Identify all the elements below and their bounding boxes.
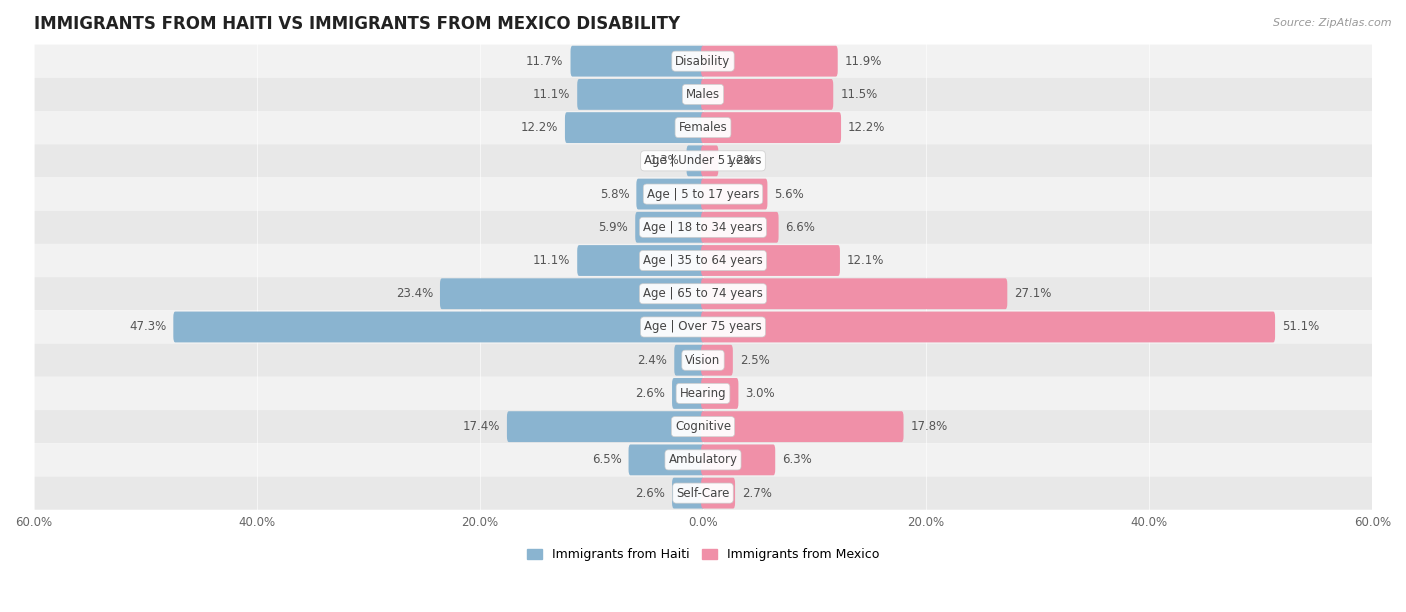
FancyBboxPatch shape [702, 312, 1275, 342]
Text: 11.1%: 11.1% [533, 88, 571, 101]
FancyBboxPatch shape [34, 244, 1372, 277]
FancyBboxPatch shape [628, 444, 704, 476]
Text: 3.0%: 3.0% [745, 387, 775, 400]
FancyBboxPatch shape [702, 79, 834, 110]
FancyBboxPatch shape [702, 411, 904, 442]
FancyBboxPatch shape [34, 277, 1372, 310]
FancyBboxPatch shape [702, 146, 718, 176]
Text: 27.1%: 27.1% [1014, 287, 1052, 300]
Text: 11.5%: 11.5% [841, 88, 877, 101]
Text: 12.2%: 12.2% [848, 121, 886, 134]
FancyBboxPatch shape [702, 46, 838, 76]
Text: 2.7%: 2.7% [742, 487, 772, 499]
FancyBboxPatch shape [34, 45, 1372, 78]
Text: 2.5%: 2.5% [740, 354, 769, 367]
FancyBboxPatch shape [702, 345, 733, 376]
Text: Age | 65 to 74 years: Age | 65 to 74 years [643, 287, 763, 300]
FancyBboxPatch shape [34, 377, 1372, 410]
FancyBboxPatch shape [34, 343, 1372, 377]
Text: 5.9%: 5.9% [599, 221, 628, 234]
Text: Disability: Disability [675, 54, 731, 68]
FancyBboxPatch shape [702, 245, 839, 276]
FancyBboxPatch shape [672, 378, 704, 409]
FancyBboxPatch shape [702, 444, 775, 476]
Text: Age | Under 5 years: Age | Under 5 years [644, 154, 762, 167]
FancyBboxPatch shape [578, 79, 704, 110]
Text: 17.8%: 17.8% [911, 420, 948, 433]
Text: Source: ZipAtlas.com: Source: ZipAtlas.com [1274, 18, 1392, 28]
FancyBboxPatch shape [675, 345, 704, 376]
Text: 11.1%: 11.1% [533, 254, 571, 267]
Text: 2.6%: 2.6% [636, 387, 665, 400]
FancyBboxPatch shape [34, 410, 1372, 443]
Text: Age | Over 75 years: Age | Over 75 years [644, 321, 762, 334]
FancyBboxPatch shape [34, 111, 1372, 144]
FancyBboxPatch shape [702, 378, 738, 409]
Text: 2.4%: 2.4% [637, 354, 668, 367]
Text: Age | 5 to 17 years: Age | 5 to 17 years [647, 187, 759, 201]
FancyBboxPatch shape [34, 211, 1372, 244]
Text: 11.7%: 11.7% [526, 54, 564, 68]
Text: Hearing: Hearing [679, 387, 727, 400]
FancyBboxPatch shape [34, 177, 1372, 211]
FancyBboxPatch shape [34, 477, 1372, 510]
FancyBboxPatch shape [34, 144, 1372, 177]
Text: Age | 35 to 64 years: Age | 35 to 64 years [643, 254, 763, 267]
Text: 12.1%: 12.1% [846, 254, 884, 267]
FancyBboxPatch shape [702, 278, 1007, 309]
FancyBboxPatch shape [702, 112, 841, 143]
Text: Ambulatory: Ambulatory [668, 453, 738, 466]
Text: 17.4%: 17.4% [463, 420, 501, 433]
Text: 5.8%: 5.8% [600, 187, 630, 201]
FancyBboxPatch shape [578, 245, 704, 276]
Text: 1.3%: 1.3% [650, 154, 679, 167]
FancyBboxPatch shape [702, 212, 779, 243]
Text: IMMIGRANTS FROM HAITI VS IMMIGRANTS FROM MEXICO DISABILITY: IMMIGRANTS FROM HAITI VS IMMIGRANTS FROM… [34, 15, 679, 33]
Text: Males: Males [686, 88, 720, 101]
FancyBboxPatch shape [173, 312, 704, 342]
FancyBboxPatch shape [672, 478, 704, 509]
Text: 2.6%: 2.6% [636, 487, 665, 499]
Text: 6.6%: 6.6% [786, 221, 815, 234]
Text: Females: Females [679, 121, 727, 134]
Text: Self-Care: Self-Care [676, 487, 730, 499]
FancyBboxPatch shape [34, 78, 1372, 111]
FancyBboxPatch shape [440, 278, 704, 309]
FancyBboxPatch shape [686, 146, 704, 176]
Text: 11.9%: 11.9% [845, 54, 882, 68]
FancyBboxPatch shape [565, 112, 704, 143]
Text: Vision: Vision [685, 354, 721, 367]
FancyBboxPatch shape [702, 179, 768, 209]
FancyBboxPatch shape [34, 310, 1372, 343]
Text: 23.4%: 23.4% [395, 287, 433, 300]
Text: 6.5%: 6.5% [592, 453, 621, 466]
Text: 51.1%: 51.1% [1282, 321, 1319, 334]
Text: 12.2%: 12.2% [520, 121, 558, 134]
Text: 47.3%: 47.3% [129, 321, 166, 334]
Text: Age | 18 to 34 years: Age | 18 to 34 years [643, 221, 763, 234]
Text: Cognitive: Cognitive [675, 420, 731, 433]
Text: 1.2%: 1.2% [725, 154, 755, 167]
Legend: Immigrants from Haiti, Immigrants from Mexico: Immigrants from Haiti, Immigrants from M… [522, 543, 884, 566]
FancyBboxPatch shape [34, 443, 1372, 477]
FancyBboxPatch shape [702, 478, 735, 509]
FancyBboxPatch shape [637, 179, 704, 209]
FancyBboxPatch shape [508, 411, 704, 442]
Text: 5.6%: 5.6% [775, 187, 804, 201]
Text: 6.3%: 6.3% [782, 453, 813, 466]
FancyBboxPatch shape [636, 212, 704, 243]
FancyBboxPatch shape [571, 46, 704, 76]
